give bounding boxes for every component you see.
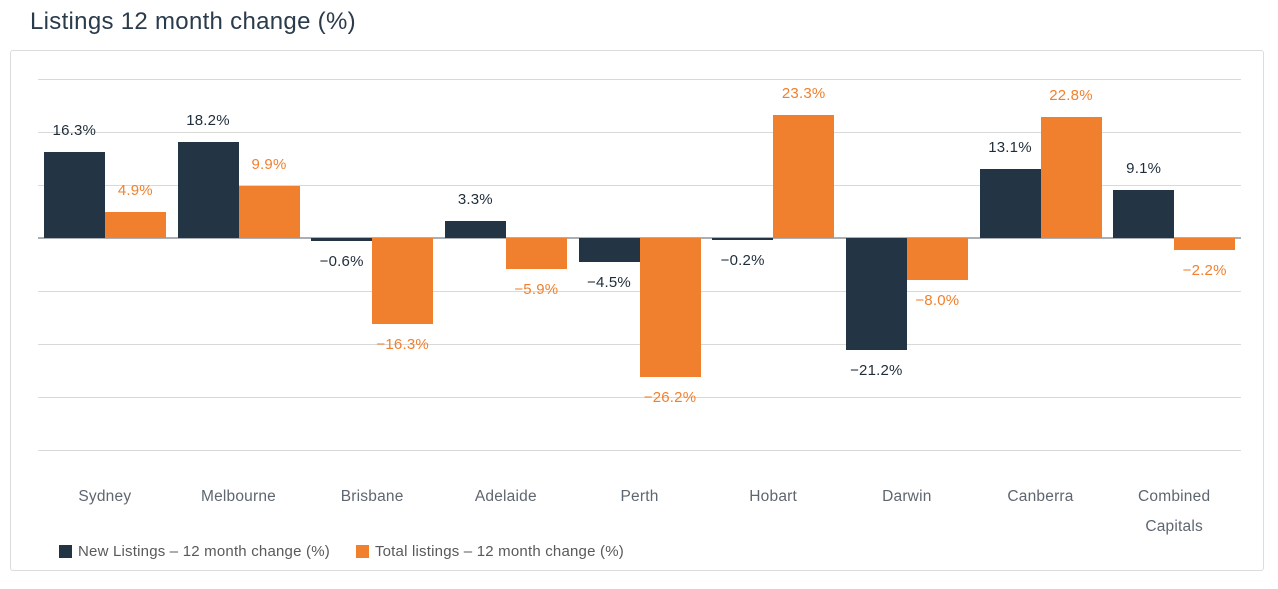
- bar-new-listings-brisbane: [311, 238, 373, 242]
- data-label-new-perth: −4.5%: [587, 273, 631, 291]
- data-label-new-adelaide: 3.3%: [457, 190, 493, 208]
- data-label-new-combined-capitals: 9.1%: [1126, 159, 1162, 177]
- data-label-new-melbourne: 18.2%: [186, 111, 230, 129]
- gridline: [38, 79, 1241, 80]
- legend-label: Total listings – 12 month change (%): [374, 543, 624, 560]
- data-label-new-brisbane: −0.6%: [319, 253, 364, 271]
- legend-item-total-listings: Total listings – 12 month change (%): [355, 543, 624, 560]
- bar-new-listings-combined-capitals: [1113, 189, 1175, 238]
- legend-label: New Listings – 12 month change (%): [78, 543, 330, 560]
- data-label-total-combined-capitals: −2.2%: [1182, 261, 1227, 279]
- data-label-total-darwin: −8.0%: [915, 292, 960, 310]
- chart-card: 16.3% 4.9% Sydney 18.2% 9.9% Melbourne −0.6% −1…: [10, 50, 1264, 571]
- bar-total-listings-darwin: [906, 238, 968, 281]
- data-label-new-sydney: 16.3%: [52, 121, 97, 139]
- bar-total-listings-canberra: [1040, 117, 1102, 238]
- gridline: [38, 132, 1241, 133]
- bar-new-listings-sydney: [43, 151, 105, 238]
- legend-swatch-new-listings: [59, 545, 72, 558]
- bar-total-listings-melbourne: [238, 185, 300, 238]
- data-label-total-adelaide: −5.9%: [514, 281, 559, 299]
- data-label-new-hobart: −0.2%: [720, 251, 765, 269]
- legend-item-new-listings: New Listings – 12 month change (%): [59, 543, 330, 560]
- gridline: [38, 185, 1241, 186]
- category-label-combined-capitals: Combined Capitals: [1138, 488, 1211, 535]
- legend-swatch-total-listings: [355, 545, 369, 558]
- category-label-brisbane: Brisbane: [340, 488, 404, 505]
- bar-total-listings-combined-capitals: [1174, 238, 1236, 250]
- data-label-new-darwin: −21.2%: [850, 362, 903, 380]
- bar-total-listings-perth: [639, 238, 701, 377]
- category-label-sydney: Sydney: [78, 488, 132, 505]
- data-label-total-melbourne: 9.9%: [251, 155, 287, 173]
- plot-area: 16.3% 4.9% Sydney 18.2% 9.9% Melbourne −0.6% −1…: [11, 51, 1263, 570]
- category-label-melbourne: Melbourne: [200, 488, 277, 505]
- bar-new-listings-melbourne: [177, 141, 239, 238]
- bar-new-listings-adelaide: [444, 220, 506, 238]
- category-label-canberra: Canberra: [1007, 488, 1074, 505]
- data-label-total-canberra: 22.8%: [1049, 87, 1093, 105]
- data-label-total-sydney: 4.9%: [117, 182, 153, 200]
- bar-new-listings-darwin: [845, 238, 907, 351]
- data-label-new-canberra: 13.1%: [988, 138, 1032, 156]
- category-label-hobart: Hobart: [749, 488, 798, 505]
- data-label-total-perth: −26.2%: [643, 388, 697, 406]
- bar-total-listings-sydney: [104, 212, 166, 238]
- bar-total-listings-brisbane: [372, 238, 434, 325]
- legend: New Listings – 12 month change (%) Total …: [59, 543, 624, 560]
- data-label-total-hobart: 23.3%: [781, 84, 826, 102]
- category-label-perth: Perth: [620, 488, 659, 505]
- bar-total-listings-adelaide: [505, 238, 567, 270]
- gridline: [38, 397, 1241, 398]
- chart-title: Listings 12 month change (%): [30, 8, 356, 35]
- bar-new-listings-canberra: [979, 168, 1041, 238]
- category-label-darwin: Darwin: [882, 488, 932, 505]
- data-label-total-brisbane: −16.3%: [376, 336, 429, 354]
- gridline: [38, 450, 1241, 451]
- bar-total-listings-hobart: [773, 114, 835, 238]
- category-label-adelaide: Adelaide: [474, 488, 537, 505]
- bar-new-listings-hobart: [712, 238, 774, 240]
- bar-new-listings-perth: [578, 238, 640, 262]
